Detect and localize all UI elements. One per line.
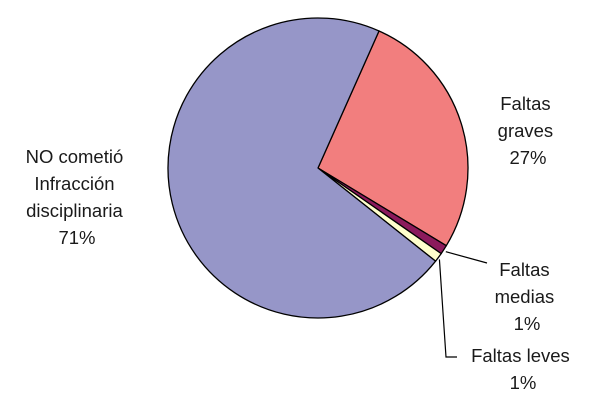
leader-line-faltas-leves [438, 259, 457, 358]
slice-label-no-cometio-line-2: Infracción [34, 173, 114, 194]
slice-percent-faltas-graves: 27% [509, 147, 546, 168]
slice-label-faltas-medias-line-2: medias [495, 286, 555, 307]
leader-line-faltas-medias [445, 251, 488, 264]
slice-label-faltas-graves: Faltas graves 27% [498, 93, 559, 168]
slice-label-faltas-medias: Faltas medias 1% [495, 259, 560, 334]
slice-percent-faltas-leves: 1% [510, 372, 537, 393]
slice-label-no-cometio-line-1: NO cometió [26, 146, 124, 167]
pie-slice-no-cometio [167, 17, 437, 319]
slice-label-no-cometio-line-3: disciplinaria [26, 200, 123, 221]
slice-label-faltas-graves-line-2: graves [498, 120, 554, 141]
leader-lines [438, 251, 488, 358]
slice-percent-no-cometio: 71% [58, 227, 95, 248]
pie-slices [167, 17, 469, 319]
slice-label-faltas-leves: Faltas leves 1% [471, 345, 575, 393]
slice-percent-faltas-medias: 1% [514, 313, 541, 334]
slice-label-faltas-medias-line-1: Faltas [499, 259, 549, 280]
slice-label-faltas-leves-line-1: Faltas leves [471, 345, 570, 366]
slice-label-faltas-graves-line-1: Faltas [500, 93, 550, 114]
slice-label-no-cometio: NO cometió Infracción disciplinaria 71% [26, 146, 129, 248]
